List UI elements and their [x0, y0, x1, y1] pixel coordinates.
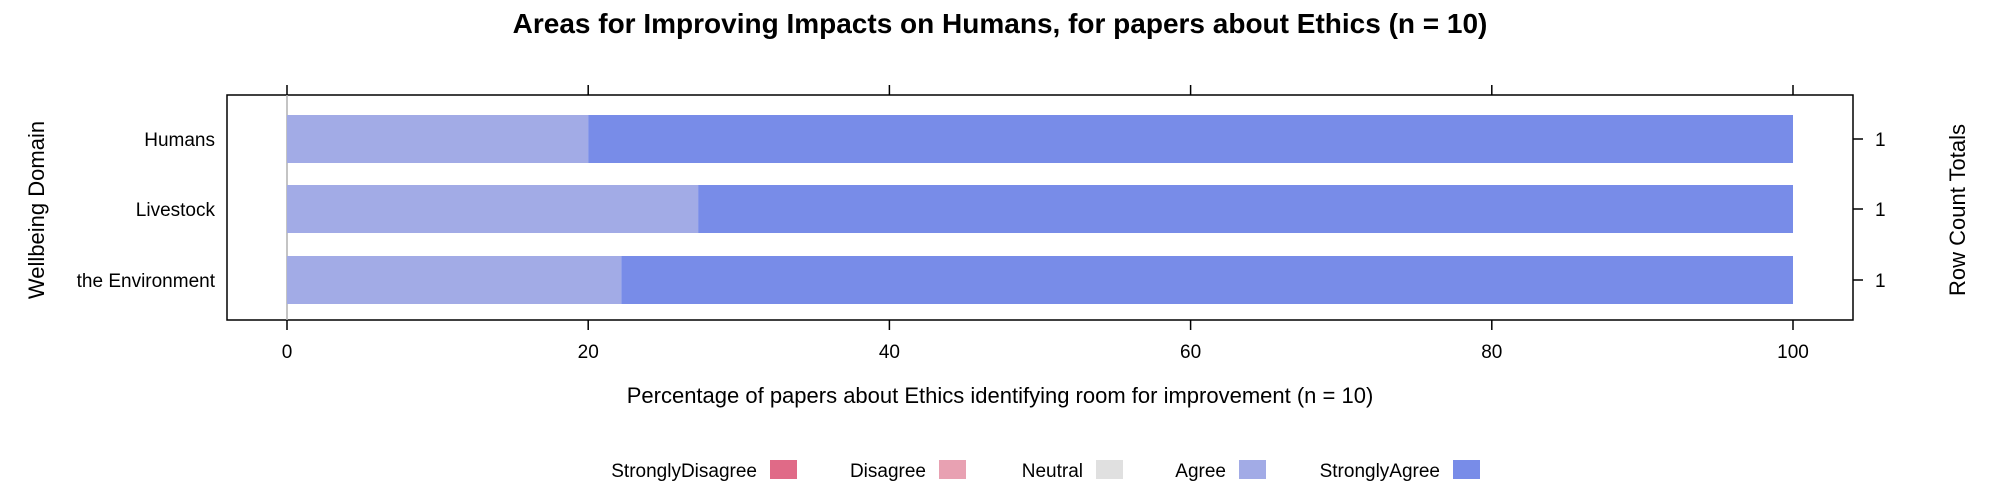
bar-stronglyagree-humans	[588, 115, 1794, 163]
x-tick-label: 60	[1180, 342, 1201, 363]
legend-label-neutral: Neutral	[1022, 461, 1083, 482]
legend-swatch-stronglyagree	[1453, 460, 1480, 479]
row-total-label: 1	[1875, 130, 1886, 151]
row-totals: 1 1 1	[1853, 130, 1886, 292]
row-total-label: 1	[1875, 271, 1886, 292]
legend-swatch-stronglydisagree	[770, 460, 797, 479]
legend-swatch-neutral	[1096, 460, 1123, 479]
y-axis-labels: Humans Livestock the Environment	[77, 130, 216, 292]
bar-agree-livestock	[287, 185, 699, 233]
category-label: Humans	[144, 130, 215, 151]
chart-title: Areas for Improving Impacts on Humans, f…	[513, 8, 1488, 39]
legend-label-stronglyagree: StronglyAgree	[1320, 461, 1440, 482]
bars-group	[286, 95, 1794, 320]
x-tick-label: 20	[578, 342, 599, 363]
plot-frame	[226, 94, 1854, 321]
right-axis-label: Row Count Totals	[1945, 124, 1970, 296]
x-tick-label: 100	[1777, 342, 1809, 363]
legend-label-disagree: Disagree	[850, 461, 926, 482]
x-tick-label: 0	[282, 342, 293, 363]
bar-agree-the-environment	[287, 256, 622, 304]
category-label: Livestock	[136, 200, 216, 221]
x-tick-label: 80	[1481, 342, 1502, 363]
x-axis-label: Percentage of papers about Ethics identi…	[627, 383, 1374, 408]
legend: StronglyDisagree Disagree Neutral Agree Stro…	[611, 460, 1480, 482]
bar-stronglyagree-the-environment	[621, 256, 1793, 304]
x-axis: 0 20 40 60 80 100	[282, 85, 1809, 363]
x-tick-label: 40	[879, 342, 900, 363]
category-label: the Environment	[77, 271, 216, 292]
bar-stronglyagree-livestock	[698, 185, 1794, 233]
legend-swatch-agree	[1239, 460, 1266, 479]
row-total-label: 1	[1875, 200, 1886, 221]
y-axis-label: Wellbeing Domain	[24, 121, 49, 299]
legend-label-stronglydisagree: StronglyDisagree	[611, 461, 757, 482]
bar-agree-humans	[287, 115, 589, 163]
legend-swatch-disagree	[939, 460, 966, 479]
legend-label-agree: Agree	[1175, 461, 1226, 482]
